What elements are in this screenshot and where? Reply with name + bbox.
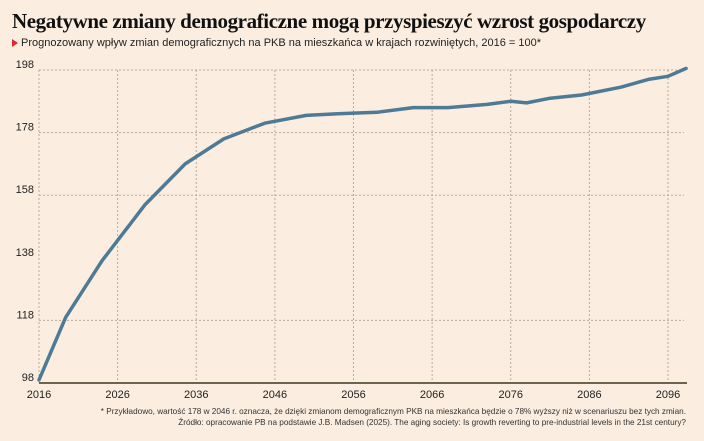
y-tick-label: 198 [16,59,34,71]
x-tick-label: 2046 [263,389,287,401]
x-tick-label: 2086 [577,389,601,401]
x-tick-label: 2076 [499,389,523,401]
y-tick-label: 118 [16,309,34,321]
x-tick-label: 2016 [27,389,51,401]
y-tick-label: 178 [16,122,34,134]
x-axis-ticks: 2016 2026 2036 2046 2056 2066 2076 2086 2096 [27,389,680,401]
x-tick-label: 2056 [341,389,365,401]
y-tick-label: 138 [16,247,34,259]
chart-title: Negatywne zmiany demograficzne mogą przy… [12,9,646,33]
grid [38,69,684,383]
x-tick-label: 2096 [656,389,680,401]
x-tick-label: 2026 [105,389,129,401]
triangle-marker-icon [12,39,18,47]
y-tick-label: 98 [22,372,34,384]
x-tick-label: 2066 [420,389,444,401]
x-tick-label: 2036 [184,389,208,401]
series-line [37,66,688,382]
footnote-source: Źródło: opracowanie PB na podstawie J.B.… [178,418,686,427]
series-group [37,66,688,382]
subtitle-text: Prognozowany wpływ zmian demograficznych… [21,37,542,49]
y-axis-ticks: 98 118 138 158 178 198 [16,59,34,384]
footnote: * Przykładowo, wartość 178 w 2046 r. ozn… [101,406,686,428]
footnote-note: * Przykładowo, wartość 178 w 2046 r. ozn… [100,407,686,416]
chart-subtitle: Prognozowany wpływ zmian demograficznych… [12,37,541,49]
y-tick-label: 158 [16,184,34,196]
